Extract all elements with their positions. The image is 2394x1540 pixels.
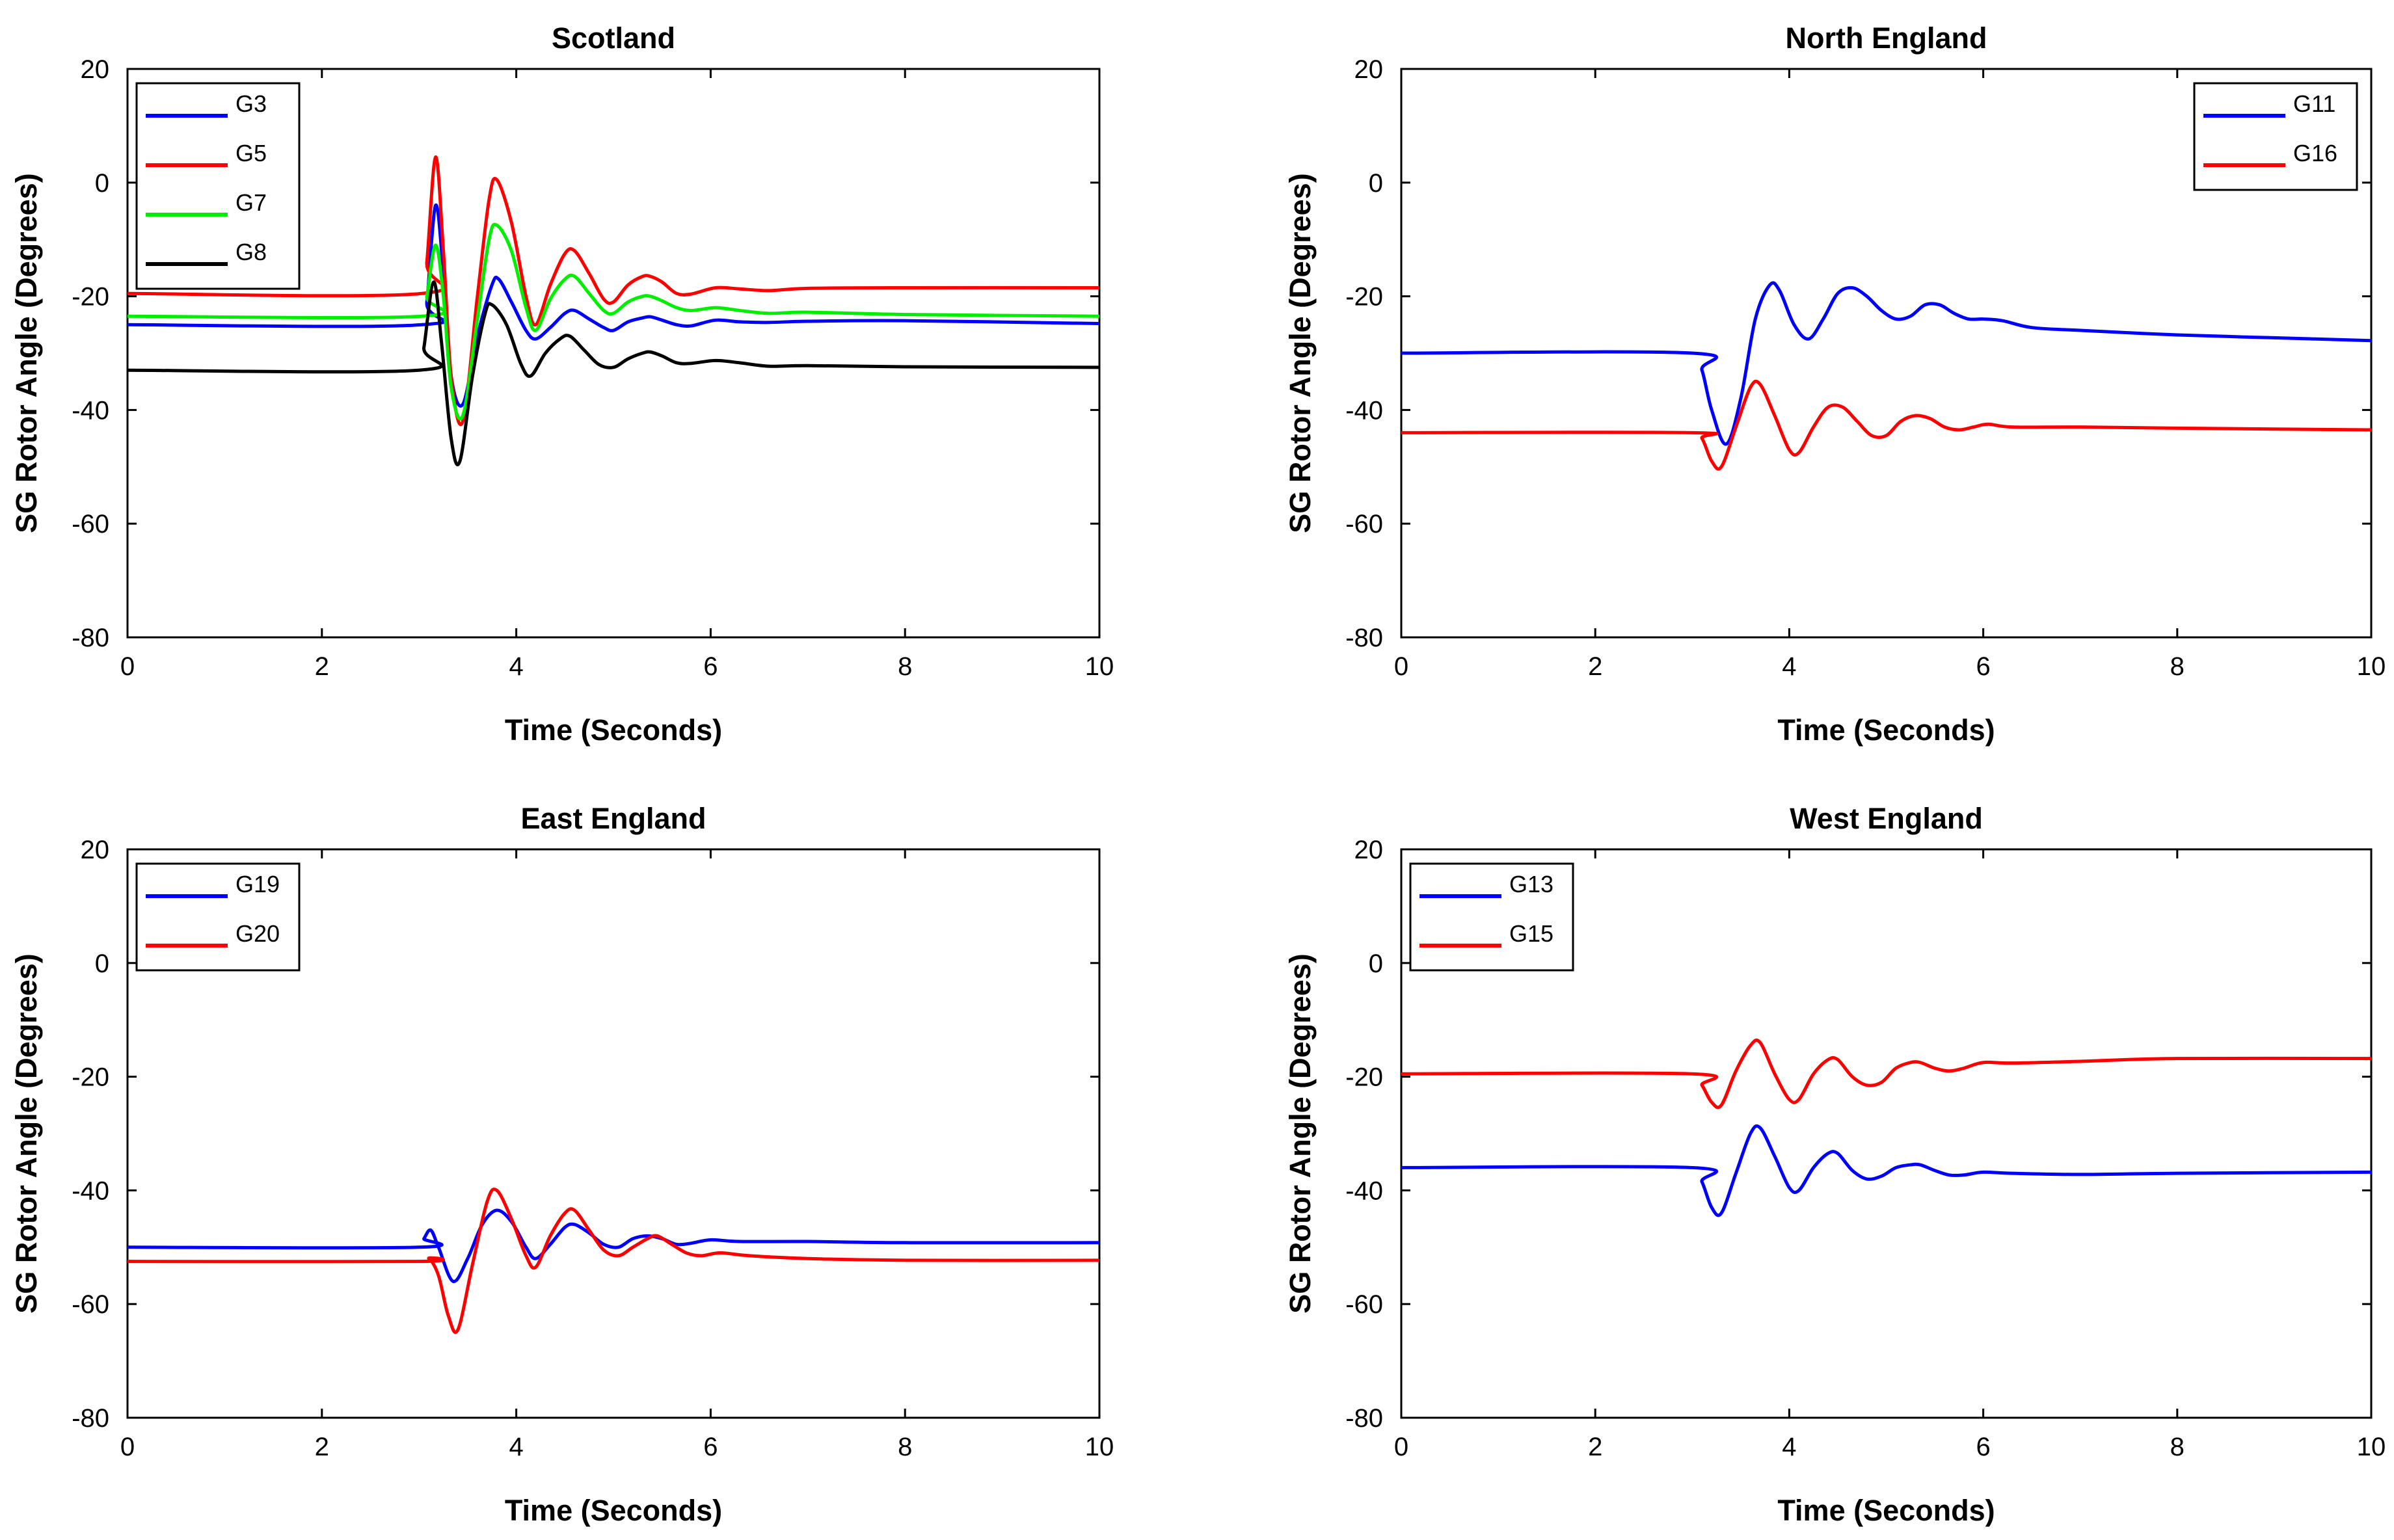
legend-label-g15: G15 (1509, 920, 1553, 947)
y-tick-label: 0 (1369, 949, 1383, 978)
x-tick-label: 10 (2357, 1433, 2386, 1461)
chart-title: North England (1786, 21, 1987, 55)
y-tick-label: 0 (95, 169, 109, 198)
x-tick-label: 10 (1085, 1433, 1114, 1461)
x-tick-label: 2 (1588, 1433, 1602, 1461)
chart-panel-3: East England 0 2 4 6 8 10 20 0 -20 -40 -60 -80 Time (… (10, 802, 1114, 1527)
y-tick-label: -20 (72, 1063, 109, 1092)
legend-label-g3: G3 (235, 90, 267, 117)
series-line-g16 (1401, 379, 2371, 471)
x-tick-label: 8 (2170, 652, 2185, 681)
x-tick-label: 4 (509, 1433, 523, 1461)
x-tick-label: 10 (2357, 652, 2386, 681)
legend: G19 G20 (135, 862, 301, 972)
chart-title: East England (520, 802, 706, 835)
chart-panel-2: North England 0 2 4 6 8 10 20 0 -20 -40 -60 -80 Time … (1284, 21, 2386, 747)
chart-title: West England (1790, 802, 1983, 835)
y-tick-label: -80 (1345, 1404, 1383, 1433)
x-tick-label: 6 (703, 652, 718, 681)
legend-label-g8: G8 (235, 239, 267, 265)
x-tick-label: 2 (315, 1433, 329, 1461)
x-axis-label: Time (Seconds) (1777, 713, 1995, 747)
y-tick-label: -20 (1345, 283, 1383, 312)
legend-label-g13: G13 (1509, 871, 1553, 897)
y-tick-label: -40 (1345, 1176, 1383, 1205)
y-axis-label: SG Rotor Angle (Degrees) (1284, 953, 1317, 1313)
legend: G3 G5 G7 G8 (135, 82, 301, 290)
legend: G13 G15 (1409, 862, 1574, 972)
y-axis-label: SG Rotor Angle (Degrees) (1284, 173, 1317, 533)
y-tick-label: 20 (1354, 55, 1384, 84)
y-tick-label: 20 (81, 836, 110, 864)
y-tick-label: 0 (1369, 169, 1383, 198)
legend: G11 G16 (2193, 82, 2358, 191)
x-tick-label: 8 (898, 1433, 912, 1461)
x-tick-label: 4 (509, 652, 523, 681)
x-axis-label: Time (Seconds) (505, 1494, 722, 1527)
y-tick-label: -60 (72, 1290, 109, 1319)
legend-label-g20: G20 (235, 920, 280, 947)
y-tick-label: 0 (95, 949, 109, 978)
series-line-g13 (1401, 1124, 2371, 1217)
legend-box (1409, 862, 1574, 972)
y-tick-label: -80 (1345, 624, 1383, 652)
x-tick-label: 6 (703, 1433, 718, 1461)
y-tick-label: -40 (72, 396, 109, 425)
x-tick-label: 8 (2170, 1433, 2185, 1461)
y-tick-label: -20 (72, 283, 109, 312)
legend-label-g19: G19 (235, 871, 280, 897)
legend-box (135, 862, 301, 972)
x-tick-label: 6 (1976, 1433, 1990, 1461)
x-tick-label: 0 (1394, 1433, 1408, 1461)
series-line-g3 (128, 204, 1099, 408)
chart-panel-4: West England 0 2 4 6 8 10 20 0 -20 -40 -60 -80 Time (… (1284, 802, 2386, 1527)
series-line-g8 (128, 280, 1099, 467)
series-line-g20 (128, 1188, 1099, 1334)
x-tick-label: 4 (1782, 1433, 1796, 1461)
x-tick-label: 10 (1085, 652, 1114, 681)
legend-label-g5: G5 (235, 140, 267, 166)
x-axis-label: Time (Seconds) (1777, 1494, 1995, 1527)
y-tick-label: -80 (72, 1404, 109, 1433)
series-line-g15 (1401, 1038, 2371, 1109)
legend-label-g11: G11 (2293, 90, 2335, 117)
y-tick-label: -40 (72, 1176, 109, 1205)
y-tick-label: -60 (1345, 1290, 1383, 1319)
series-line-g7 (128, 222, 1099, 421)
chart-panel-1: Scotland 0 2 4 6 8 10 20 0 -20 -40 -60 -80 Time (Seco… (10, 21, 1114, 747)
y-tick-label: -60 (72, 510, 109, 538)
y-axis-label: SG Rotor Angle (Degrees) (10, 953, 43, 1313)
y-tick-label: -20 (1345, 1063, 1383, 1092)
x-tick-label: 4 (1782, 652, 1796, 681)
y-tick-label: -80 (72, 624, 109, 652)
y-tick-label: -40 (1345, 396, 1383, 425)
x-tick-label: 0 (120, 1433, 135, 1461)
y-tick-label: 20 (81, 55, 110, 84)
series-line-g19 (128, 1208, 1099, 1283)
y-tick-label: 20 (1354, 836, 1384, 864)
x-tick-label: 0 (1394, 652, 1408, 681)
x-axis-label: Time (Seconds) (505, 713, 722, 747)
x-tick-label: 2 (315, 652, 329, 681)
y-axis-label: SG Rotor Angle (Degrees) (10, 173, 43, 533)
y-tick-label: -60 (1345, 510, 1383, 538)
legend-label-g7: G7 (235, 189, 267, 216)
x-tick-label: 6 (1976, 652, 1990, 681)
series-line-g11 (1401, 281, 2371, 446)
chart-title: Scotland (552, 21, 675, 55)
series-line-g5 (128, 155, 1099, 427)
x-tick-label: 2 (1588, 652, 1602, 681)
legend-label-g16: G16 (2293, 140, 2337, 166)
x-tick-label: 0 (120, 652, 135, 681)
x-tick-label: 8 (898, 652, 912, 681)
legend-box (2193, 82, 2358, 191)
